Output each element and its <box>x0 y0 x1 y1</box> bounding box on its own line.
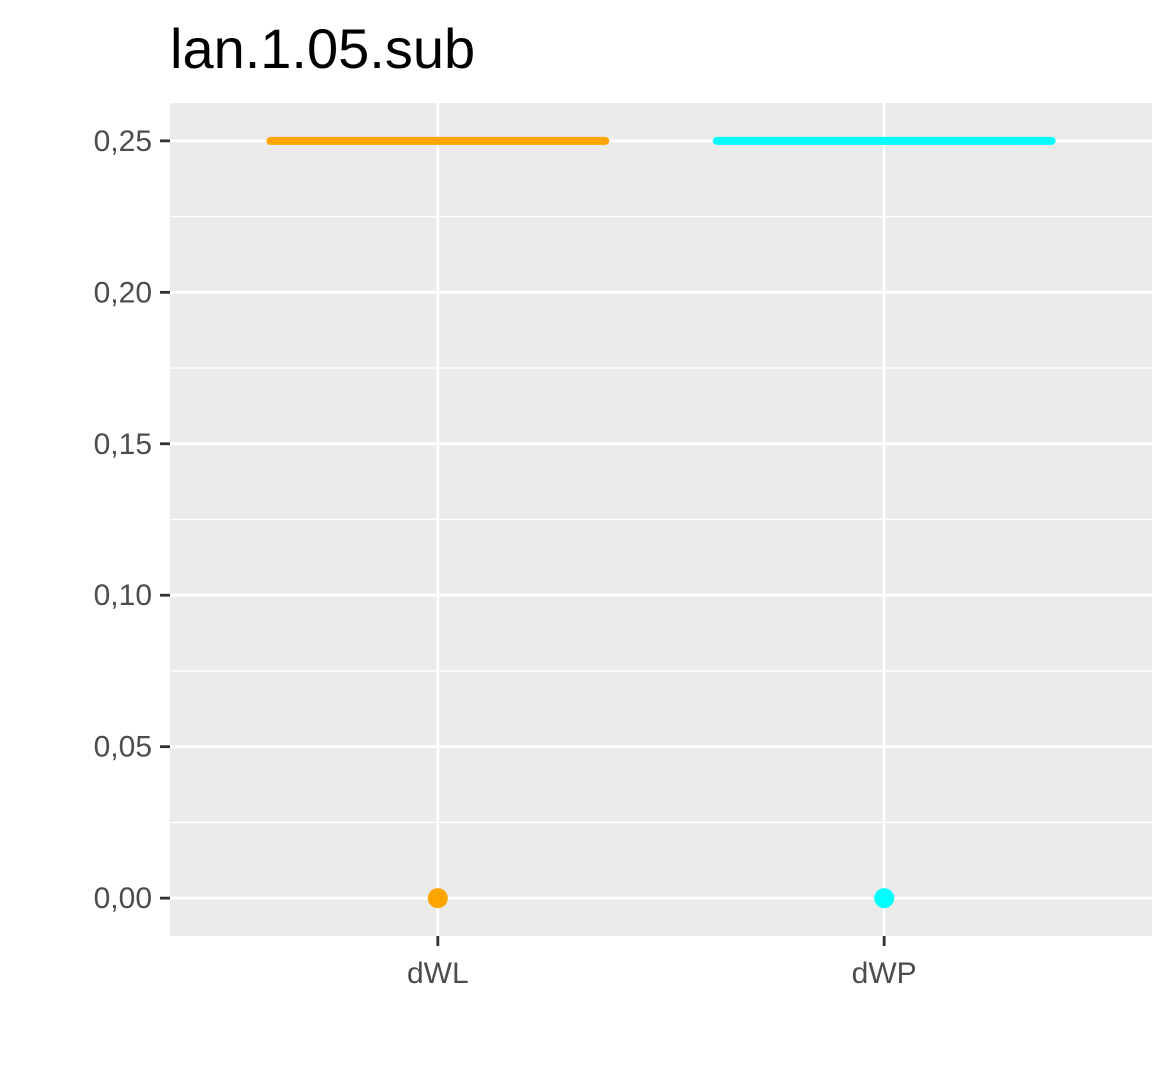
data-point-dWP <box>874 888 895 909</box>
x-tick-label: dWL <box>407 957 469 990</box>
axes: 0,00 0,05 0,10 0,15 0,20 0,25 dWL dWP <box>94 125 917 990</box>
y-tick-label: 0,05 <box>94 731 152 764</box>
y-tick-label: 0,10 <box>94 579 152 612</box>
chart-marks <box>266 136 1056 909</box>
y-tick-label: 0,00 <box>94 882 152 915</box>
x-tick-label: dWP <box>852 957 917 990</box>
y-tick-label: 0,15 <box>94 428 152 461</box>
data-point-dWL <box>427 888 448 909</box>
chart-title: lan.1.05.sub <box>170 17 475 80</box>
y-tick-label: 0,25 <box>94 125 152 158</box>
y-tick-label: 0,20 <box>94 276 152 309</box>
